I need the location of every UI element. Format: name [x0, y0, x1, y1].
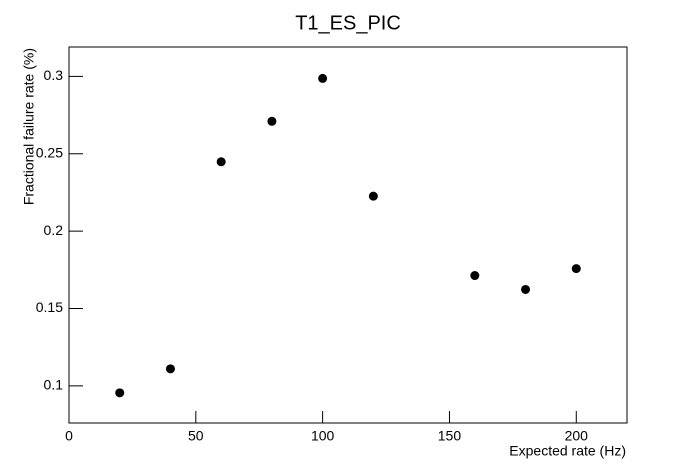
x-tick-label: 50	[188, 428, 204, 444]
y-tick-label: 0.3	[44, 67, 64, 83]
y-axis-label: Fractional failure rate (%)	[21, 48, 37, 205]
point	[115, 388, 125, 398]
x-tick-label: 150	[438, 428, 462, 444]
y-tick-label: 0.1	[44, 377, 64, 393]
y-tick-label: 0.25	[36, 144, 63, 160]
x-axis-label: Expected rate (Hz)	[509, 443, 626, 459]
point	[368, 191, 378, 201]
point	[216, 157, 226, 167]
point	[571, 264, 581, 274]
point	[318, 73, 328, 83]
x-tick-label: 200	[565, 428, 589, 444]
point	[521, 284, 531, 294]
chart-title: T1_ES_PIC	[295, 12, 401, 34]
x-tick-label: 0	[65, 428, 73, 444]
point	[165, 364, 175, 374]
point	[267, 116, 277, 126]
y-tick-label: 0.2	[44, 222, 64, 238]
y-tick-label: 0.15	[36, 299, 63, 315]
point	[470, 271, 480, 281]
x-tick-label: 100	[311, 428, 335, 444]
plot-frame	[68, 46, 628, 424]
